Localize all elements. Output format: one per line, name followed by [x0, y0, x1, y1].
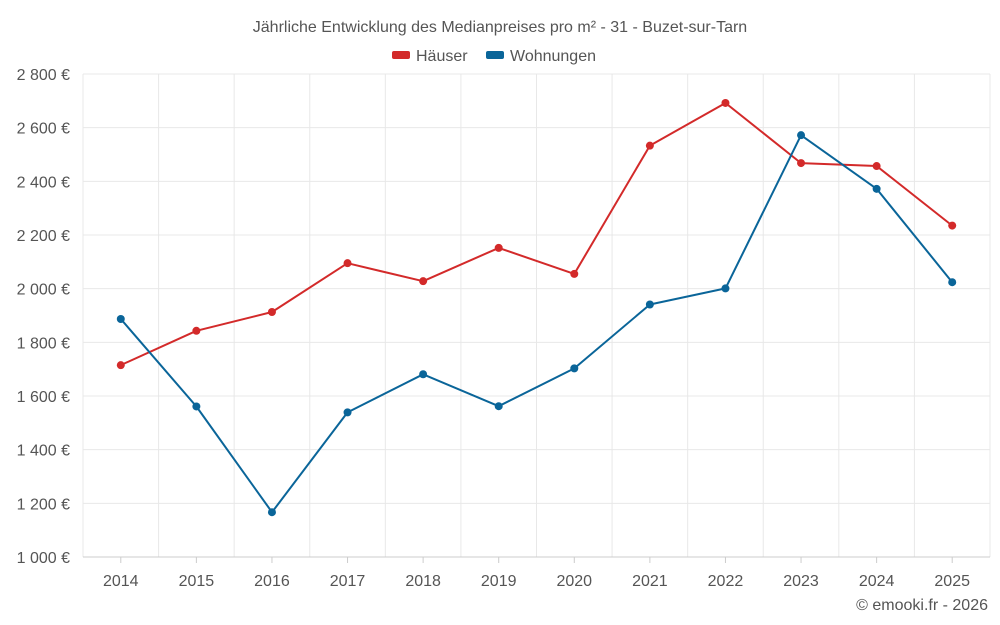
data-point — [948, 221, 957, 230]
y-tick-label: 1 000 € — [17, 550, 70, 567]
x-tick-label: 2024 — [859, 573, 895, 590]
data-point — [343, 259, 352, 268]
y-tick-label: 2 400 € — [17, 174, 70, 191]
legend: Häuser Wohnungen — [392, 48, 596, 65]
data-point — [267, 508, 276, 517]
series-wohnungen — [116, 131, 957, 517]
credit-text: © emooki.fr - 2026 — [856, 597, 988, 614]
data-point — [570, 364, 579, 373]
series-line — [120, 102, 953, 367]
x-tick-label: 2022 — [708, 573, 744, 590]
data-point — [192, 326, 201, 335]
series-haeuser — [116, 98, 957, 370]
y-tick-label: 1 400 € — [17, 443, 70, 460]
data-point — [494, 243, 503, 252]
x-tick-label: 2015 — [179, 573, 215, 590]
data-point — [872, 184, 881, 193]
data-point — [797, 131, 806, 140]
data-point — [872, 162, 881, 171]
data-point — [116, 361, 125, 370]
y-axis: 1 000 € 1 200 € 1 400 € 1 600 € 1 800 € 2 000… — [17, 67, 70, 567]
y-tick-label: 2 200 € — [17, 228, 70, 245]
data-point — [645, 141, 654, 150]
x-tick-label: 2019 — [481, 573, 517, 590]
series-group — [116, 98, 957, 517]
data-point — [419, 370, 428, 379]
x-tick-label: 2020 — [556, 573, 592, 590]
y-tick-label: 2 600 € — [17, 121, 70, 138]
data-point — [267, 308, 276, 317]
x-tick-label: 2021 — [632, 573, 668, 590]
data-point — [343, 408, 352, 417]
x-tick-label: 2018 — [405, 573, 441, 590]
x-axis: 2014 2015 2016 2017 2018 2019 2020 2021 2022 2023… — [83, 556, 990, 590]
series-line — [120, 134, 953, 514]
x-tick-label: 2014 — [103, 573, 139, 590]
y-tick-label: 2 000 € — [17, 282, 70, 299]
grid — [82, 73, 991, 557]
data-point — [570, 269, 579, 278]
legend-swatch — [486, 51, 504, 59]
legend-label: Häuser — [416, 48, 468, 65]
data-point — [721, 98, 730, 107]
data-point — [192, 402, 201, 411]
legend-swatch — [392, 51, 410, 59]
y-tick-label: 1 200 € — [17, 496, 70, 513]
x-tick-label: 2025 — [934, 573, 970, 590]
data-point — [797, 159, 806, 168]
legend-label: Wohnungen — [510, 48, 596, 65]
data-point — [116, 314, 125, 323]
data-point — [645, 300, 654, 309]
y-tick-label: 2 800 € — [17, 67, 70, 84]
y-tick-label: 1 800 € — [17, 335, 70, 352]
chart-title: Jährliche Entwicklung des Medianpreises … — [253, 19, 747, 36]
data-point — [948, 278, 957, 287]
data-point — [419, 277, 428, 286]
y-tick-label: 1 600 € — [17, 389, 70, 406]
data-point — [721, 284, 730, 293]
data-point — [494, 402, 503, 411]
x-tick-label: 2023 — [783, 573, 819, 590]
x-tick-label: 2017 — [330, 573, 366, 590]
x-tick-label: 2016 — [254, 573, 290, 590]
